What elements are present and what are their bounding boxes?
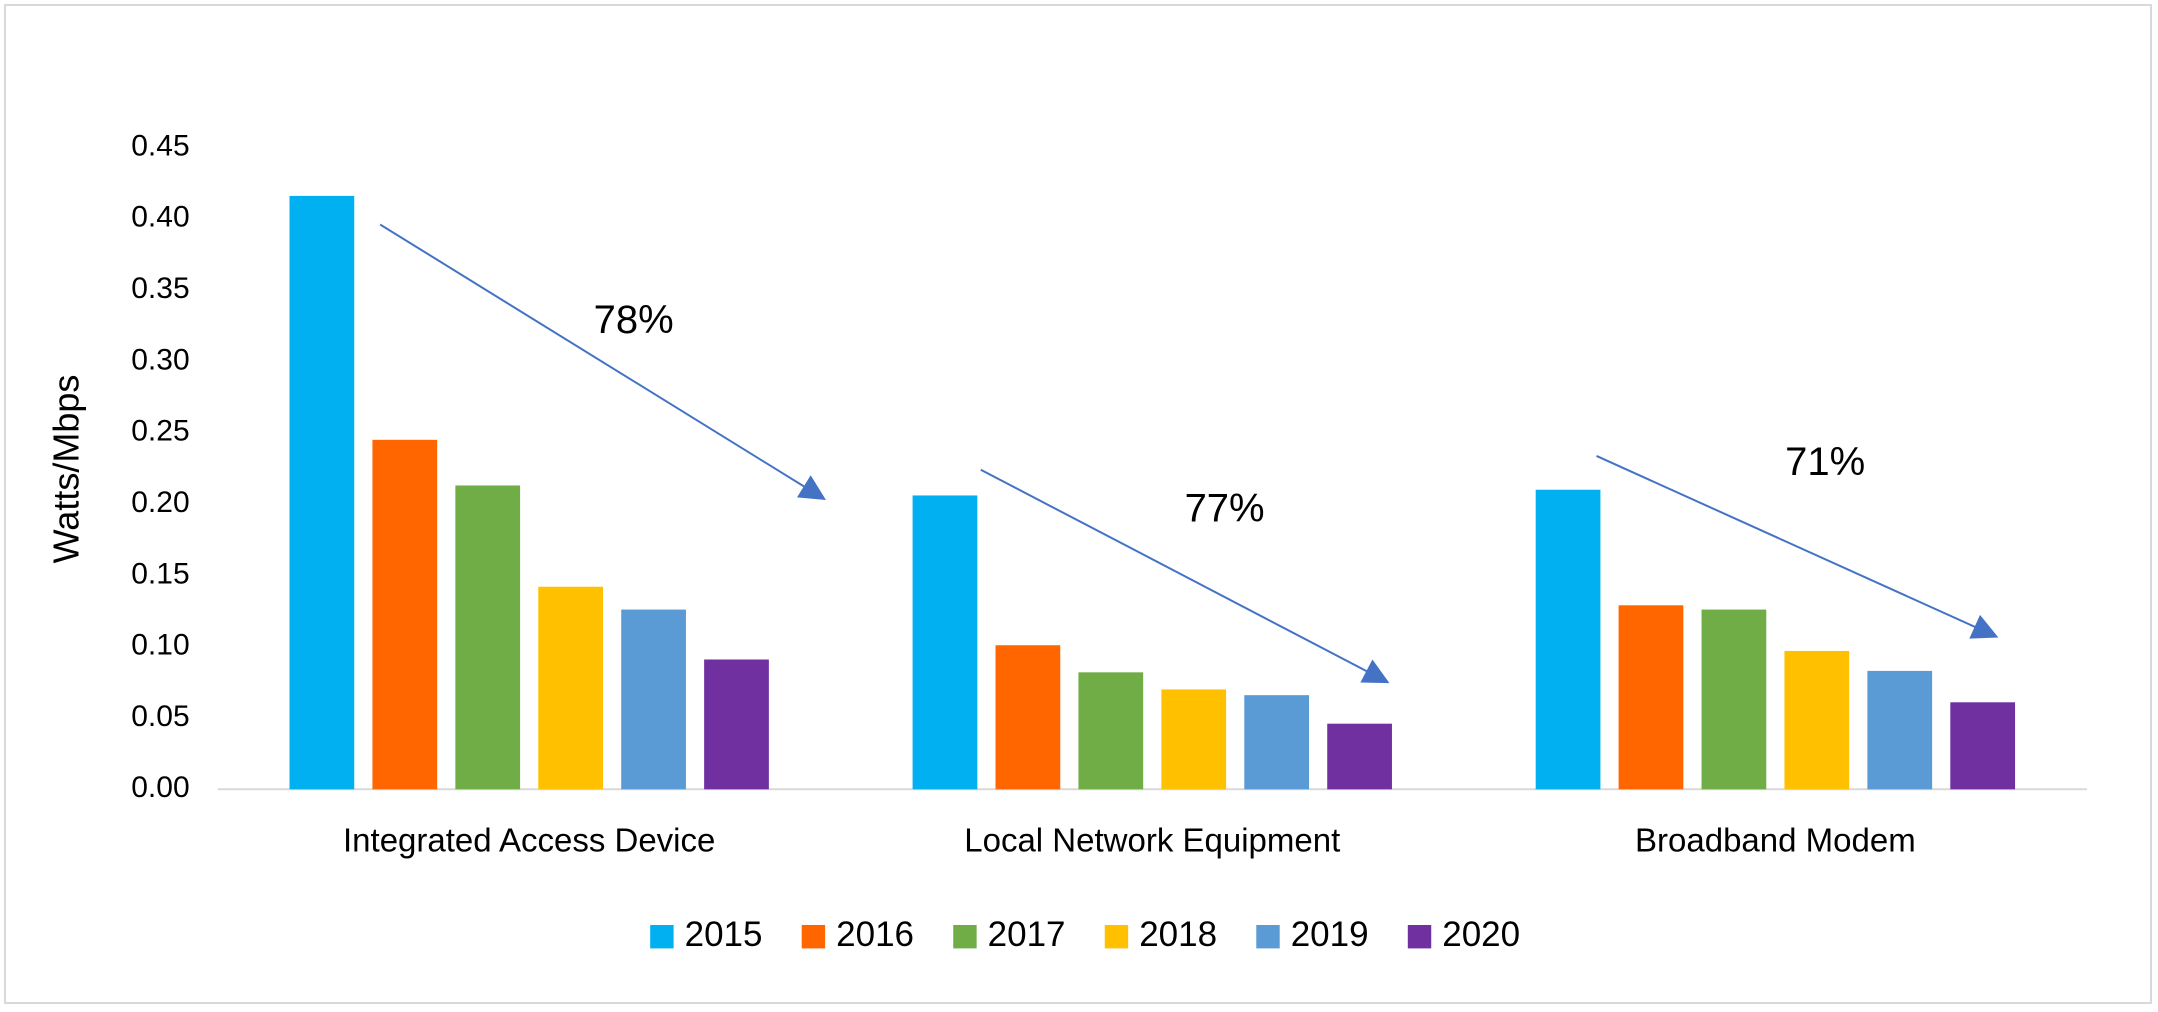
y-tick-label: 0.15 [131, 557, 189, 590]
bar [995, 645, 1061, 790]
y-tick-label: 0.30 [131, 343, 189, 376]
bar [1618, 605, 1684, 790]
y-tick-label: 0.40 [131, 201, 189, 234]
y-tick-label: 0.10 [131, 629, 189, 662]
legend-swatch [1256, 924, 1280, 949]
bar [372, 439, 438, 790]
annotation: 78% [594, 298, 674, 342]
bar [1784, 650, 1850, 790]
annotation: 77% [1185, 487, 1265, 531]
y-tick-label: 0.45 [131, 129, 189, 162]
bar [1327, 723, 1392, 790]
legend-label: 2019 [1291, 915, 1369, 954]
bar [704, 659, 769, 790]
bar [1867, 670, 1933, 790]
legend-label: 2017 [988, 915, 1066, 954]
bar [912, 495, 978, 790]
bar [538, 586, 604, 790]
bar [1950, 702, 2016, 790]
legend-label: 2016 [836, 915, 914, 954]
bar [1535, 489, 1601, 790]
bar [1701, 609, 1767, 790]
legend-swatch [1407, 924, 1432, 949]
bar [621, 609, 686, 790]
legend-swatch [650, 924, 674, 949]
y-tick-label: 0.00 [131, 771, 189, 804]
legend-label: 2020 [1442, 915, 1520, 954]
bar [1161, 689, 1227, 790]
legend-swatch [953, 924, 977, 949]
x-tick-label: Integrated Access Device [343, 822, 715, 859]
y-axis-label: Watts/Mbps [46, 375, 87, 564]
trend-arrow [1596, 455, 1999, 639]
y-tick-label: 0.20 [131, 486, 189, 519]
x-tick-label: Broadband Modem [1635, 822, 1916, 859]
bar [289, 195, 355, 790]
y-tick-label: 0.05 [131, 700, 189, 733]
bar [1244, 695, 1310, 790]
bar [455, 485, 521, 790]
legend-label: 2015 [685, 915, 763, 954]
legend-swatch [801, 924, 826, 949]
y-tick-label: 0.25 [131, 415, 189, 448]
annotation: 71% [1785, 440, 1865, 484]
trend-arrow [980, 468, 1390, 684]
y-tick-label: 0.35 [131, 272, 189, 305]
legend-swatch [1104, 924, 1129, 949]
x-tick-label: Local Network Equipment [964, 822, 1340, 859]
bar [1078, 672, 1144, 790]
chart-frame [4, 4, 2152, 1004]
legend-label: 2018 [1139, 915, 1217, 954]
trend-arrow [379, 223, 826, 501]
